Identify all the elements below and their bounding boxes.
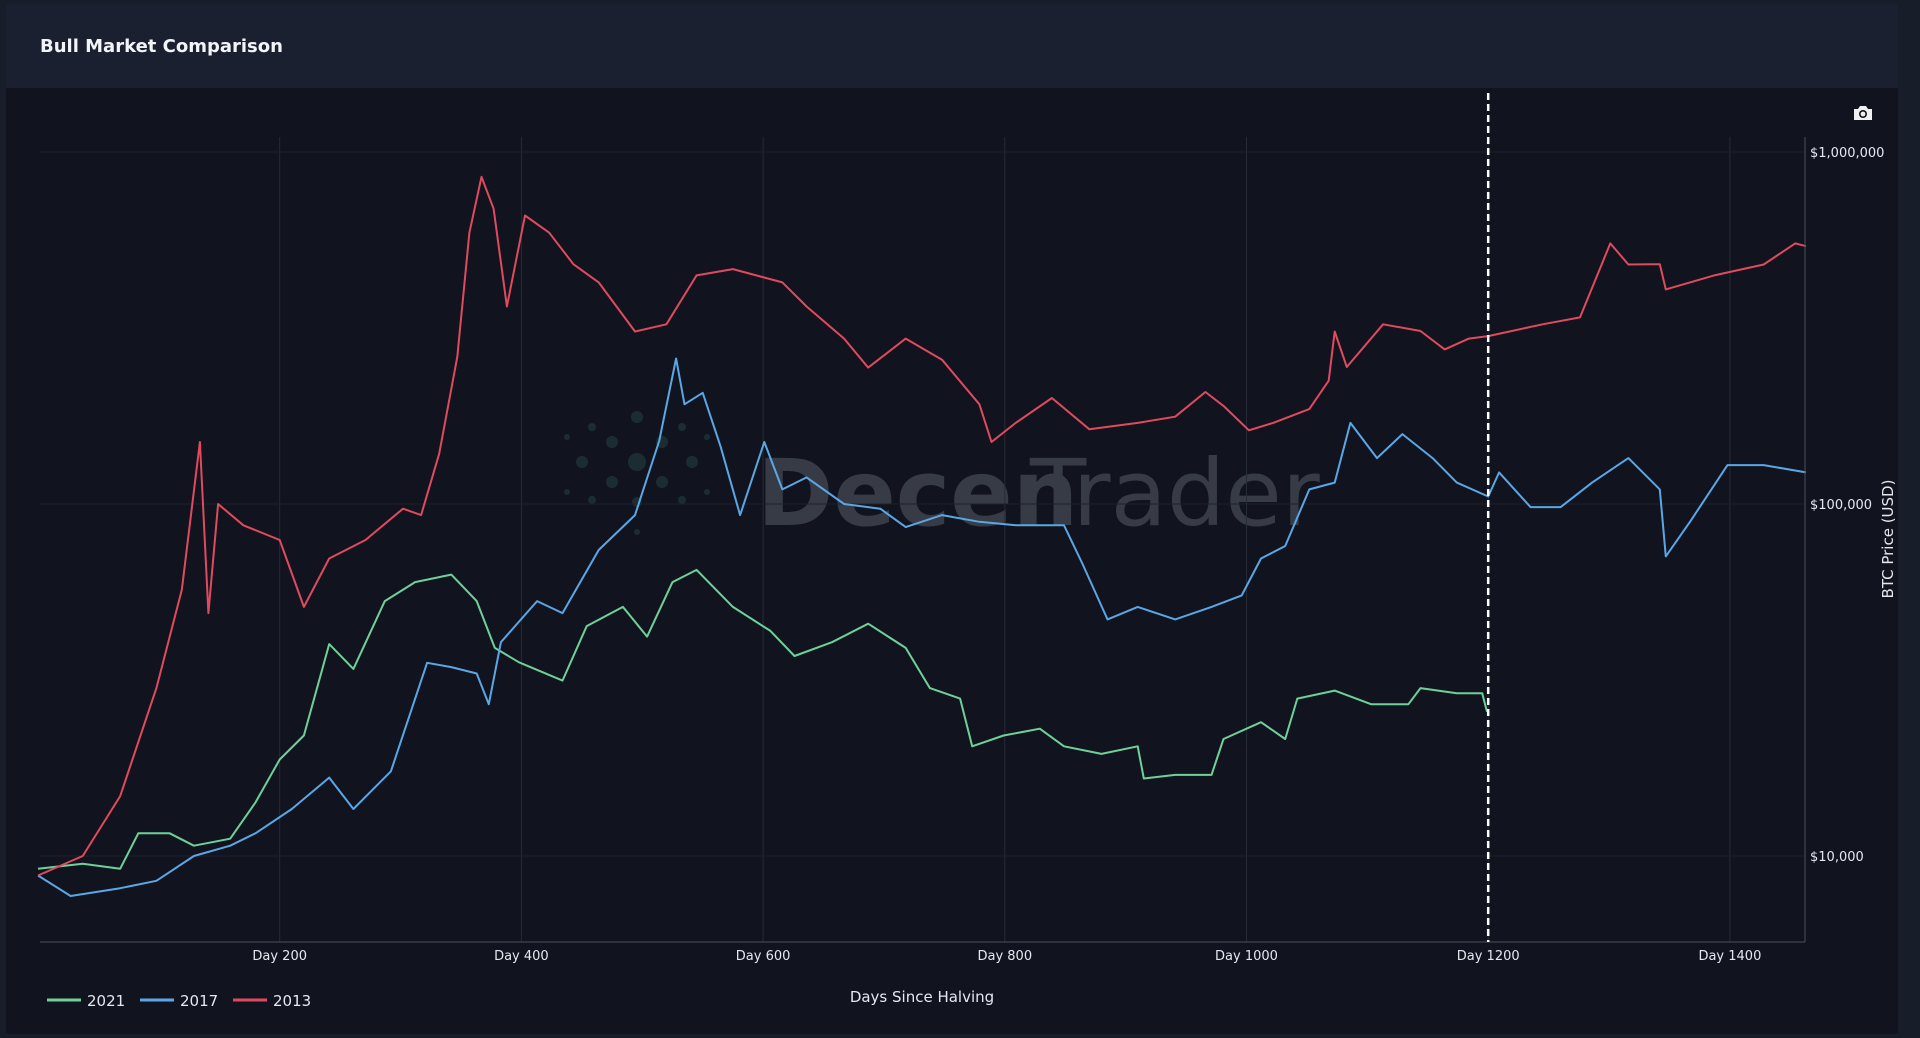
legend[interactable]: 2021 2017 2013 — [47, 992, 311, 1010]
x-tick-label: Day 600 — [736, 949, 791, 964]
watermark-dot — [588, 423, 596, 431]
x-axis-title: Days Since Halving — [850, 988, 994, 1006]
legend-label: 2017 — [180, 992, 218, 1010]
watermark-dot — [631, 411, 643, 423]
chart-title: Bull Market Comparison — [40, 36, 283, 57]
decentrader-watermark-logo: Decen Trader — [564, 411, 1320, 547]
y-axis-title: BTC Price (USD) — [1879, 480, 1897, 599]
watermark-dot — [686, 456, 698, 468]
panel-header: Bull Market Comparison — [6, 4, 1898, 88]
watermark-dot — [704, 434, 710, 440]
series-lines — [37, 175, 1807, 897]
legend-item-2021[interactable]: 2021 — [47, 992, 125, 1010]
watermark-dot — [606, 476, 618, 488]
x-tick-label: Day 800 — [977, 949, 1032, 964]
x-tick-label: Day 1000 — [1215, 949, 1278, 964]
watermark-dot — [588, 496, 596, 504]
watermark-dot — [564, 489, 570, 495]
watermark-dot — [628, 453, 646, 471]
y-tick-label: $1,000,000 — [1810, 146, 1884, 161]
x-tick-label: Day 400 — [494, 949, 549, 964]
watermark-dot — [634, 529, 640, 535]
watermark-dots-icon — [564, 411, 710, 535]
watermark-dot — [704, 489, 710, 495]
x-tick-label: Day 1400 — [1698, 949, 1761, 964]
watermark-dot — [576, 456, 588, 468]
watermark-dot — [656, 476, 668, 488]
legend-label: 2021 — [87, 992, 125, 1010]
y-tick-label: $100,000 — [1810, 498, 1872, 513]
watermark-dot — [606, 436, 618, 448]
x-tick-label: Day 200 — [252, 949, 307, 964]
watermark-dot — [678, 496, 686, 504]
series-line-2017 — [37, 357, 1807, 897]
camera-icon[interactable] — [1852, 104, 1874, 122]
axes: Day 200 Day 400 Day 600 Day 800 Day 1000 Day … — [40, 93, 1884, 964]
chart-panel: Bull Market Comparison — [6, 4, 1898, 1034]
watermark-dot — [564, 434, 570, 440]
x-tick-label: Day 1200 — [1457, 949, 1520, 964]
watermark-text-part2: Trader — [1029, 440, 1320, 547]
y-tick-label: $10,000 — [1810, 850, 1864, 865]
legend-item-2013[interactable]: 2013 — [233, 992, 311, 1010]
legend-item-2017[interactable]: 2017 — [140, 992, 218, 1010]
watermark-text-part1: Decen — [757, 440, 1078, 547]
legend-label: 2013 — [273, 992, 311, 1010]
watermark-dot — [678, 423, 686, 431]
series-line-2021 — [37, 568, 1488, 870]
series-line-2013 — [37, 175, 1807, 877]
